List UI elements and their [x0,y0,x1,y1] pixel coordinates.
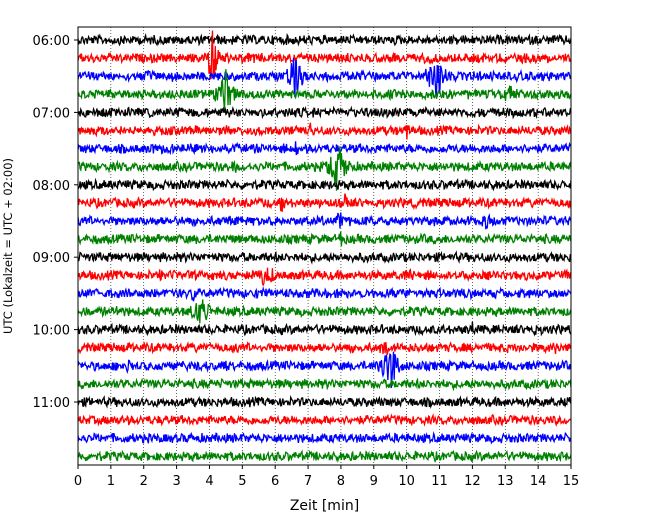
x-axis-label: Zeit [min] [290,498,359,514]
x-tick-label: 15 [563,474,580,489]
x-tick-label: 7 [304,474,312,489]
seismogram-trace [78,212,571,230]
x-tick-label: 14 [530,474,547,489]
x-tick-label: 0 [74,474,82,489]
seismogram-trace [78,231,571,247]
seismogram-trace [78,250,571,265]
seismogram-trace [78,122,571,140]
seismogram-trace [78,286,571,302]
seismogram-trace [78,340,571,355]
x-tick-label: 12 [464,474,481,489]
seismogram-trace [78,412,571,427]
y-axis-label: UTC (Lokalzeit = UTC + 02:00) [1,158,15,334]
y-tick-label: 10:00 [33,324,70,339]
y-tick-label: 09:00 [33,251,70,266]
x-tick-label: 8 [337,474,345,489]
seismogram-trace [78,146,571,191]
x-tick-label: 6 [271,474,279,489]
seismogram-trace [78,351,571,388]
plot-frame [77,26,572,466]
x-axis-ticks: 0 1 2 3 4 5 6 7 8 9 10 11 12 13 14 15 [74,465,579,489]
x-tick-label: 13 [497,474,514,489]
seismogram-trace [78,299,571,324]
x-tick-label: 4 [205,474,213,489]
x-tick-label: 2 [140,474,148,489]
x-tick-label: 11 [431,474,448,489]
seismogram-trace [78,69,571,113]
x-tick-label: 3 [172,474,180,489]
seismogram-trace [78,395,571,410]
seismogram-trace [78,30,571,80]
seismogram-trace [78,177,571,192]
seismogram-trace [78,105,571,120]
seismogram-trace [78,267,571,287]
x-tick-label: 9 [370,474,378,489]
x-tick-label: 5 [238,474,246,489]
y-tick-label: 07:00 [33,106,70,121]
seismogram-trace [78,57,571,98]
seismogram-traces [78,30,571,464]
y-tick-label: 11:00 [33,396,70,411]
x-tick-label: 10 [398,474,415,489]
x-tick-label: 1 [107,474,115,489]
y-tick-label: 06:00 [33,34,70,49]
y-tick-label: 08:00 [33,179,70,194]
seismogram-trace [78,431,571,445]
seismogram-trace [78,377,571,392]
seismogram-trace [78,141,571,156]
seismogram-trace [78,32,571,47]
plot-background [78,27,571,465]
y-axis-ticks: 06:00 07:00 08:00 09:00 10:00 11:00 [33,34,78,411]
seismogram-trace [78,449,571,464]
seismogram-trace [78,193,571,212]
seismogram-trace [78,321,571,337]
